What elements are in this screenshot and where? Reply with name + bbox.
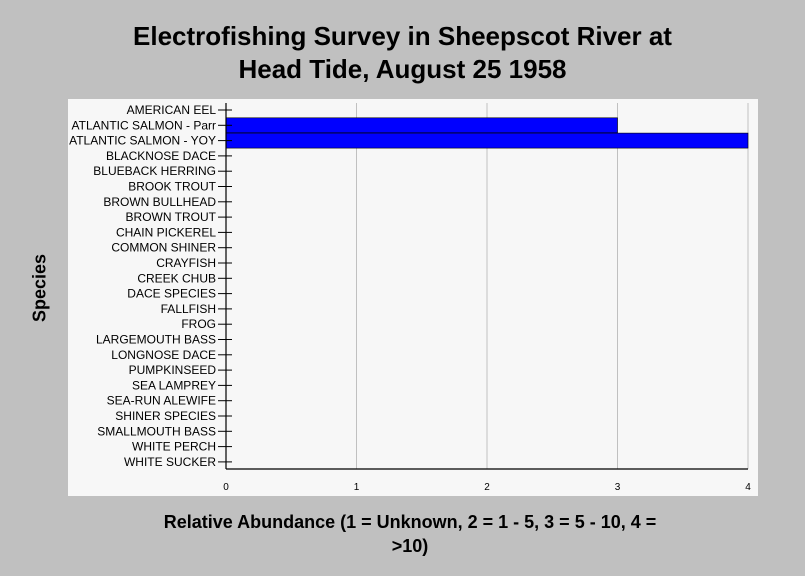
x-tick-label: 3 <box>615 482 621 493</box>
y-tick-label: DACE SPECIES <box>127 287 216 301</box>
y-axis-label: Species <box>29 253 50 323</box>
chart-title-line-1: Electrofishing Survey in Sheepscot River… <box>133 21 672 51</box>
axes <box>218 103 748 470</box>
y-tick-label: COMMON SHINER <box>111 241 216 255</box>
y-tick-label: BROWN BULLHEAD <box>103 195 216 209</box>
y-tick-label: BLACKNOSE DACE <box>106 149 216 163</box>
x-tick-labels: 0 1 2 3 4 <box>223 482 751 493</box>
y-tick-label: SMALLMOUTH BASS <box>97 424 216 438</box>
x-tick-label: 1 <box>354 482 360 493</box>
grid-lines <box>356 103 749 469</box>
y-tick-label: LARGEMOUTH BASS <box>96 333 216 347</box>
y-tick-label: LONGNOSE DACE <box>111 348 216 362</box>
x-axis-label: Relative Abundance (1 = Unknown, 2 = 1 -… <box>120 510 700 558</box>
bar-atlantic-salmon-yoy <box>225 132 749 149</box>
y-tick-label: WHITE PERCH <box>132 440 216 454</box>
y-tick-label: BROOK TROUT <box>128 180 216 194</box>
chart-title-line-2: Head Tide, August 25 1958 <box>238 54 567 84</box>
y-tick-label: SEA LAMPREY <box>132 378 216 392</box>
y-tick-label: FALLFISH <box>161 302 216 316</box>
y-tick-label: CREEK CHUB <box>137 271 216 285</box>
bars <box>225 117 749 149</box>
y-tick-label: PUMPKINSEED <box>129 363 217 377</box>
x-tick-label: 2 <box>484 482 490 493</box>
y-tick-label: SEA-RUN ALEWIFE <box>107 394 216 408</box>
bar-atlantic-salmon-parr <box>225 117 618 134</box>
x-axis-label-line-2: >10) <box>391 536 429 556</box>
y-tick-label: ATLANTIC SALMON - Parr <box>72 118 216 132</box>
y-tick-label: CRAYFISH <box>156 256 216 270</box>
y-tick-label: WHITE SUCKER <box>124 455 216 469</box>
y-tick-label: BROWN TROUT <box>126 210 217 224</box>
y-tick-label: AMERICAN EEL <box>127 103 217 117</box>
x-axis-label-line-1: Relative Abundance (1 = Unknown, 2 = 1 -… <box>163 512 657 532</box>
y-tick-label: BLUEBACK HERRING <box>93 164 216 178</box>
y-tick-label: SHINER SPECIES <box>115 409 216 423</box>
x-tick-label: 0 <box>223 482 229 493</box>
y-tick-label: FROG <box>181 317 216 331</box>
plot-area-background <box>68 99 758 496</box>
y-tick-label: ATLANTIC SALMON - YOY <box>69 134 216 148</box>
x-tick-label: 4 <box>745 482 751 493</box>
y-tick-label: CHAIN PICKEREL <box>116 225 216 239</box>
chart-title: Electrofishing Survey in Sheepscot River… <box>0 20 805 86</box>
